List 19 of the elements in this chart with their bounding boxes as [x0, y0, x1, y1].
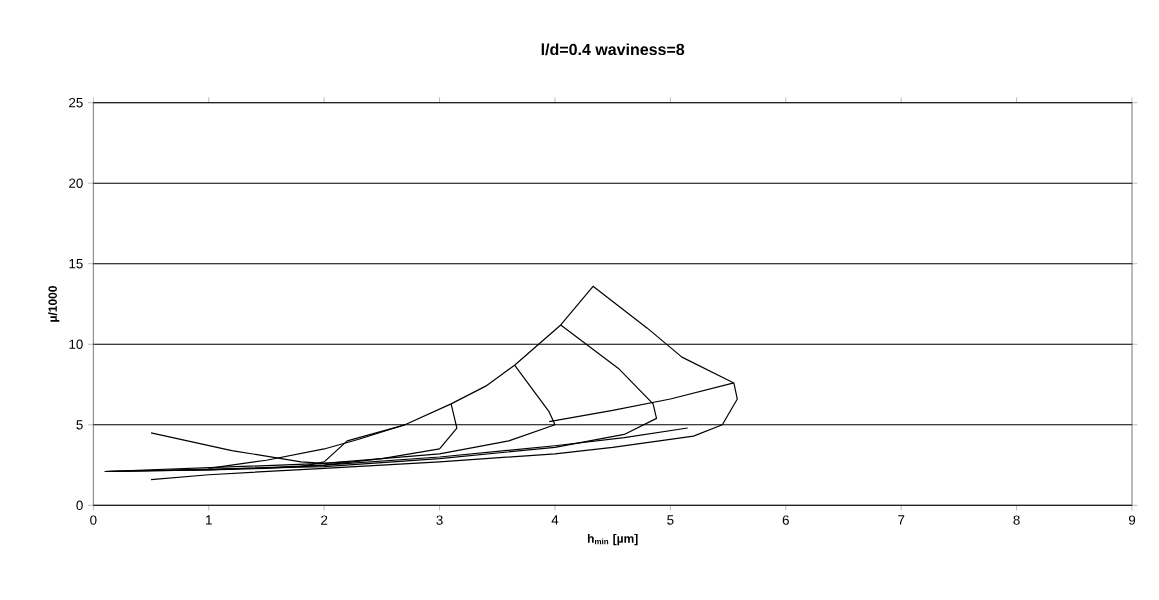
x-tick-label: 5	[667, 515, 674, 525]
x-tick-label: 2	[321, 515, 328, 525]
x-tick-label: 6	[782, 515, 789, 525]
x-tick-label: 4	[551, 515, 559, 525]
y-tick-label: 20	[69, 178, 83, 188]
y-tick-label: 5	[76, 420, 83, 430]
y-tick-label: 25	[69, 97, 83, 108]
chart-title: l/d=0.4 waviness=8	[541, 43, 685, 56]
y-axis-title: µ/1000	[48, 286, 60, 322]
x-tick-label: 0	[90, 515, 97, 525]
y-tick-label: 0	[76, 500, 83, 511]
x-axis-title: h$_{min}$ [µm]	[587, 533, 638, 546]
x-tick-label: 3	[436, 515, 443, 525]
x-tick-label: 9	[1128, 515, 1136, 525]
x-tick-label: 7	[898, 515, 905, 525]
x-tick-label: 1	[206, 515, 212, 525]
y-tick-label: 15	[69, 259, 83, 269]
y-tick-label: 10	[69, 339, 83, 349]
x-tick-label: 8	[1013, 515, 1020, 525]
